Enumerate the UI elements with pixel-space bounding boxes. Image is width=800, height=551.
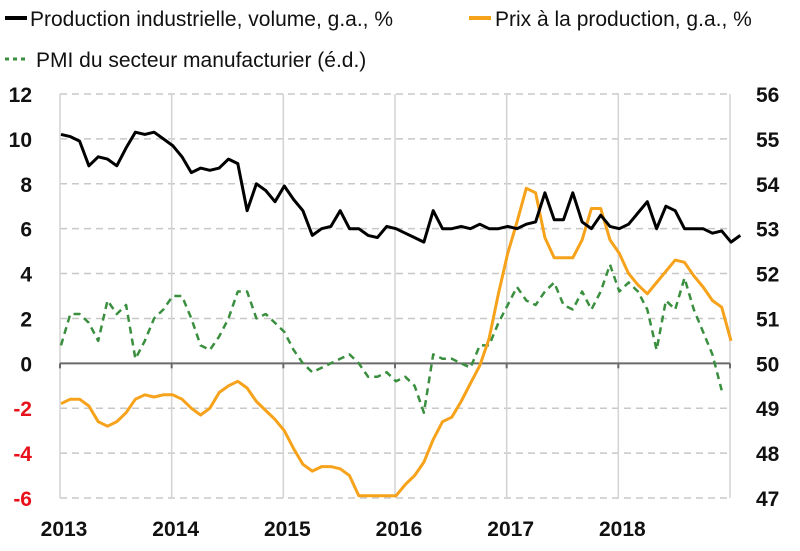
x-tick-label: 2013	[41, 518, 88, 541]
legend-entry-prices: Prix à la production, g.a., %	[469, 8, 752, 31]
legend-entry-production: Production industrielle, volume, g.a., %	[5, 8, 393, 31]
legend-label-pmi: PMI du secteur manufacturier (é.d.)	[36, 49, 366, 72]
left-tick-label: -6	[13, 488, 32, 511]
series-line-production	[60, 130, 742, 244]
right-tick-label: 50	[756, 353, 779, 376]
right-tick-label: 47	[756, 488, 779, 511]
left-tick-label: 4	[20, 264, 32, 287]
series-group	[59, 130, 742, 498]
right-tick-label: 55	[756, 129, 780, 152]
right-tick-label: 53	[756, 219, 779, 242]
right-tick-label: 56	[756, 84, 779, 107]
legend-entry-pmi: PMI du secteur manufacturier (é.d.)	[5, 49, 366, 72]
right-tick-label: 54	[756, 174, 780, 197]
left-axis-ticks: 12 10 8 6 4 2 0 -2 -4 -6	[9, 84, 33, 511]
x-axis-ticks: 2013 2014 2015 2016 2017 2018	[41, 518, 646, 541]
left-tick-label: 0	[20, 353, 32, 376]
left-tick-label: 12	[9, 84, 32, 107]
legend-label-production: Production industrielle, volume, g.a., %	[30, 8, 393, 31]
left-tick-label: 10	[9, 129, 32, 152]
right-tick-label: 51	[756, 308, 780, 331]
x-tick-label: 2017	[487, 518, 534, 541]
x-tick-label: 2018	[599, 518, 646, 541]
legend-label-prices: Prix à la production, g.a., %	[495, 8, 752, 31]
legend: Production industrielle, volume, g.a., %…	[5, 8, 752, 72]
series-line-prices	[60, 186, 733, 498]
x-tick-label: 2014	[152, 518, 199, 541]
left-tick-label: 6	[20, 219, 32, 242]
zero-axis	[59, 362, 731, 369]
x-tick-label: 2015	[264, 518, 311, 541]
gridlines	[59, 93, 731, 499]
left-tick-label: 2	[20, 308, 32, 331]
right-tick-label: 49	[756, 398, 779, 421]
left-tick-label: 8	[20, 174, 32, 197]
left-tick-label: -2	[13, 398, 32, 421]
right-tick-label: 48	[756, 443, 780, 466]
x-tick-label: 2016	[376, 518, 423, 541]
right-tick-label: 52	[756, 264, 779, 287]
left-tick-label: -4	[13, 443, 32, 466]
right-axis-ticks: 56 55 54 53 52 51 50 49 48 47	[756, 84, 780, 511]
series-line-pmi	[59, 263, 723, 414]
